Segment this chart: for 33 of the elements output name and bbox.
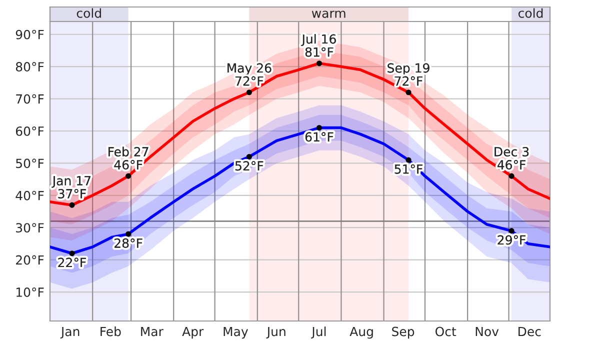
- x-tick-label: Jun: [266, 326, 286, 339]
- annotation: 28°F: [114, 238, 142, 248]
- band-label: warm: [312, 10, 346, 18]
- band-label: cold: [518, 8, 543, 18]
- annotation: 22°F: [58, 258, 86, 268]
- y-tick-label: 10°F: [16, 287, 44, 297]
- y-tick-label: 60°F: [16, 126, 44, 136]
- annotation: Jul 16 81°F: [301, 34, 336, 57]
- x-tick-label: Mar: [141, 326, 164, 336]
- y-tick-label: 40°F: [16, 190, 44, 200]
- annotation: Jan 17 37°F: [52, 176, 90, 198]
- x-tick-label: Apr: [182, 326, 204, 339]
- x-tick-label: Nov: [476, 326, 499, 336]
- x-tick-label: Jan: [60, 326, 80, 339]
- annotation: 61°F: [305, 132, 334, 142]
- x-tick-label: Oct: [436, 326, 456, 336]
- x-tick-label: Dec: [518, 326, 541, 336]
- annotation: Sep 19 72°F: [388, 63, 430, 86]
- annotation: May 26 72°F: [228, 63, 272, 86]
- y-tick-label: 80°F: [16, 62, 44, 72]
- x-tick-label: May: [224, 326, 248, 339]
- x-tick-label: Sep: [392, 326, 414, 339]
- x-tick-label: Aug: [350, 326, 373, 339]
- x-tick-label: Jul: [311, 326, 326, 339]
- y-tick-label: 70°F: [16, 94, 44, 104]
- annotation: 52°F: [235, 161, 264, 171]
- x-tick-label: Feb: [100, 326, 121, 336]
- y-tick-label: 50°F: [16, 158, 44, 168]
- annotation: Dec 3 46°F: [494, 146, 529, 170]
- band-label: cold: [76, 8, 101, 18]
- y-tick-label: 90°F: [16, 30, 44, 40]
- y-tick-label: 20°F: [16, 255, 44, 265]
- y-tick-label: 30°F: [16, 223, 44, 233]
